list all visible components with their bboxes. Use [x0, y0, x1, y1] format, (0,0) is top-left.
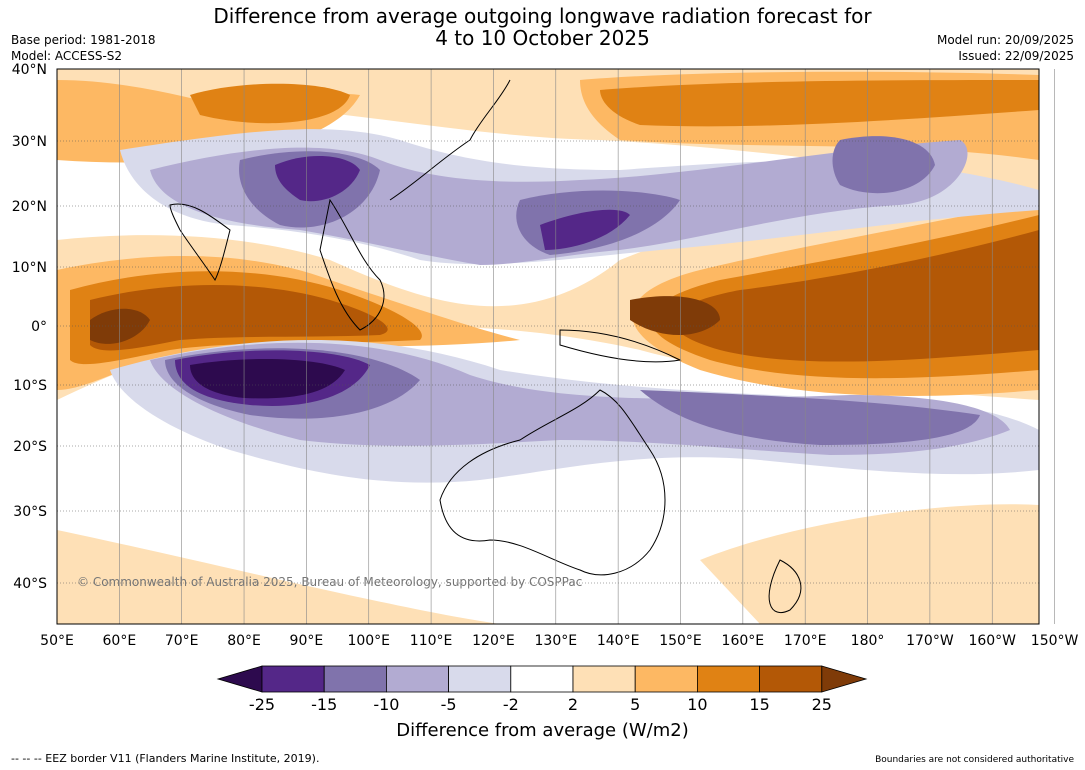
- anomaly-region: [190, 83, 350, 124]
- base-period: Base period: 1981-2018: [11, 33, 156, 47]
- anomaly-region: [832, 136, 935, 194]
- colorbar-segment: [697, 665, 761, 693]
- metadata-right: Model run: 20/09/2025 Issued: 22/09/2025: [937, 32, 1074, 64]
- colorbar-tick-label: 2: [568, 695, 578, 714]
- colorbar-tick-label: -5: [441, 695, 457, 714]
- anomaly-region: [540, 209, 630, 250]
- longitude-label: 110°E: [410, 633, 453, 649]
- latitude-label: 10°N: [12, 260, 47, 276]
- longitude-label: 120°E: [472, 633, 515, 649]
- coastline-new-guinea: [559, 329, 682, 363]
- longitude-label: 130°E: [535, 633, 578, 649]
- colorbar-segment: [448, 665, 512, 693]
- colorbar-label: Difference from average (W/m2): [396, 720, 689, 741]
- coastline-india: [169, 203, 231, 281]
- title-line-1: Difference from average outgoing longwav…: [213, 4, 872, 28]
- longitude-label: 60°E: [103, 633, 137, 649]
- longitude-label: 100°E: [347, 633, 390, 649]
- colorbar-tick-label: -10: [373, 695, 399, 714]
- longitude-label: 70°E: [165, 633, 199, 649]
- coastline-australia: [439, 389, 666, 576]
- longitude-labels: 50°E 60°E 70°E 80°E 90°E 100°E 110°E 120°E 130°E…: [40, 633, 1078, 649]
- anomaly-region: [600, 80, 1039, 127]
- colorbar-tick-label: -15: [311, 695, 337, 714]
- metadata-left: Base period: 1981-2018 Model: ACCESS-S2: [11, 32, 156, 64]
- colorbar-segment: [385, 665, 449, 693]
- longitude-label: 150°E: [659, 633, 702, 649]
- coastline-new-zealand: [768, 559, 802, 613]
- anomaly-region: [90, 308, 150, 344]
- longitude-label: 180°: [851, 633, 885, 649]
- longitude-label: 170°W: [906, 633, 954, 649]
- eez-border-note: -- -- -- EEZ border V11 (Flanders Marine…: [11, 752, 320, 765]
- colorbar-extend-high: [821, 665, 868, 693]
- latitude-label: 30°N: [12, 134, 47, 150]
- longitude-label: 140°E: [597, 633, 640, 649]
- anomaly-region: [275, 155, 360, 202]
- colorbar-extend-low: [216, 665, 263, 693]
- longitude-label: 50°E: [40, 633, 74, 649]
- model-run-date: Model run: 20/09/2025: [936, 33, 1074, 47]
- title-line-2: 4 to 10 October 2025: [435, 26, 650, 50]
- anomaly-region: [673, 230, 1039, 362]
- anomaly-region: [630, 296, 720, 335]
- colorbar-segment: [634, 665, 698, 693]
- longitude-label: 150°W: [1031, 633, 1079, 649]
- graticule: [57, 68, 1055, 624]
- latitude-label: 10°S: [13, 378, 47, 394]
- boundaries-disclaimer: Boundaries are not considered authoritat…: [875, 755, 1074, 765]
- anomaly-region: [57, 530, 500, 624]
- latitude-label: 40°N: [12, 62, 47, 78]
- longitude-label: 80°E: [227, 633, 261, 649]
- longitude-label: 160°E: [722, 633, 765, 649]
- chart-title: Difference from average outgoing longwav…: [0, 5, 1085, 49]
- latitude-label: 20°N: [12, 199, 47, 215]
- model-name: Model: ACCESS-S2: [11, 49, 123, 63]
- coastlines: [169, 79, 802, 613]
- colorbar-tick-label: 15: [749, 695, 769, 714]
- colorbar-segment: [323, 665, 387, 693]
- colorbar-segment: [510, 665, 574, 693]
- latitude-label: 30°S: [13, 504, 47, 520]
- map-frame: [56, 68, 1040, 625]
- anomaly-region: [700, 504, 1039, 624]
- colorbar-segment: [261, 665, 325, 693]
- colorbar-tick-label: -25: [249, 695, 275, 714]
- anomaly-field: © Commonwealth of Australia 2025, Bureau…: [57, 69, 1039, 624]
- colorbar-segment: [759, 665, 823, 693]
- colorbar-segment: [572, 665, 636, 693]
- longitude-label: 90°E: [290, 633, 324, 649]
- colorbar-tick-label: 10: [687, 695, 707, 714]
- coastline-east-asia: [389, 79, 511, 201]
- latitude-label: 0°: [31, 319, 47, 335]
- longitude-label: 170°E: [784, 633, 827, 649]
- colorbar-tick-label: -2: [503, 695, 519, 714]
- colorbar-tick-label: 25: [812, 695, 832, 714]
- coastline-se-asia: [319, 198, 385, 331]
- anomaly-region: [640, 390, 980, 445]
- issued-date: Issued: 22/09/2025: [958, 49, 1074, 63]
- latitude-label: 40°S: [13, 576, 47, 592]
- anomaly-region: [90, 285, 388, 351]
- colorbar: -25 -15 -10 -5 -2 2 5 10 15 25: [216, 665, 868, 714]
- longitude-label: 160°W: [968, 633, 1016, 649]
- latitude-labels: 40°N 30°N 20°N 10°N 0° 10°S 20°S 30°S 40°S: [12, 62, 47, 592]
- map-copyright: © Commonwealth of Australia 2025, Bureau…: [77, 575, 582, 589]
- colorbar-tick-label: 5: [630, 695, 640, 714]
- map-figure: © Commonwealth of Australia 2025, Bureau…: [12, 62, 1079, 714]
- latitude-label: 20°S: [13, 439, 47, 455]
